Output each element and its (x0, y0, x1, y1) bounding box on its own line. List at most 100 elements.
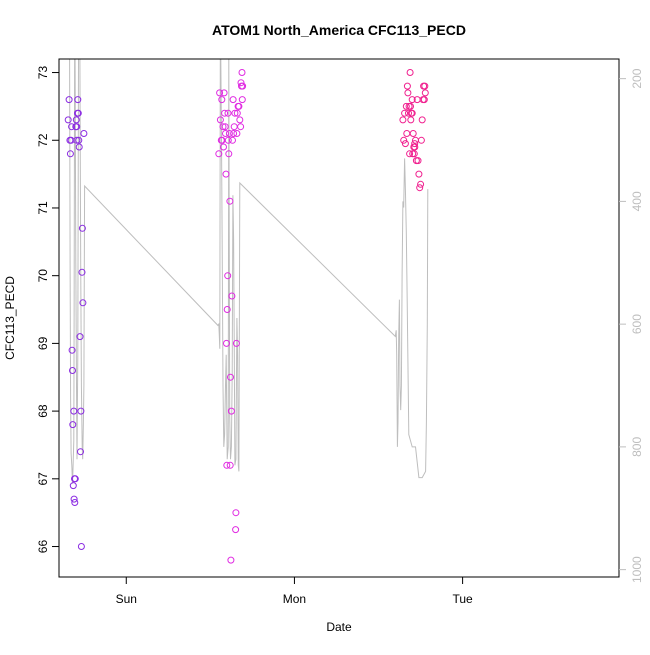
data-point (69, 421, 77, 429)
data-point (237, 79, 245, 87)
data-point (79, 299, 87, 307)
data-point (406, 150, 414, 158)
data-point (411, 143, 419, 151)
data-point (73, 123, 81, 131)
data-point (421, 82, 429, 90)
data-point (70, 407, 78, 415)
data-point (76, 333, 84, 341)
data-point (75, 143, 83, 151)
data-point (407, 116, 415, 124)
data-point (411, 140, 419, 148)
data-point (71, 475, 79, 483)
data-point (229, 136, 236, 144)
data-point (407, 102, 414, 110)
data-point (402, 102, 410, 110)
data-point (239, 82, 247, 90)
data-point (229, 96, 237, 104)
data-point (420, 96, 428, 104)
data-point (231, 109, 239, 117)
x-tick-label: Sun (116, 592, 137, 606)
data-point (223, 339, 230, 347)
data-point (224, 272, 232, 280)
data-point (410, 150, 418, 158)
y2-tick-label: 400 (630, 191, 644, 211)
data-point (74, 96, 82, 104)
data-point (218, 96, 226, 104)
data-point (415, 170, 423, 178)
chart-title: ATOM1 North_America CFC113_PECD (212, 22, 466, 38)
y-tick-label: 67 (36, 472, 50, 486)
data-point (404, 89, 412, 97)
data-point (66, 150, 74, 158)
data-point (68, 123, 76, 131)
data-point (75, 136, 83, 144)
data-point (220, 143, 227, 151)
data-point (409, 130, 417, 137)
y2-tick-label: 200 (630, 68, 644, 88)
data-point (236, 116, 244, 124)
data-point (421, 89, 429, 97)
data-point (238, 69, 246, 76)
data-point (72, 116, 80, 124)
data-point (77, 543, 85, 550)
x-tick-label: Mon (283, 592, 306, 606)
data-point (225, 130, 233, 137)
data-point (227, 373, 234, 381)
data-point (401, 109, 409, 117)
x-axis-label: Date (326, 620, 352, 634)
data-point (65, 96, 73, 104)
data-point (215, 150, 223, 158)
y-tick-label: 69 (36, 336, 50, 350)
y2-tick-label: 1000 (630, 556, 644, 583)
data-point (408, 109, 416, 117)
data-point (232, 339, 240, 347)
data-point (222, 130, 229, 137)
data-point (216, 89, 224, 97)
data-point (70, 495, 78, 503)
data-point (220, 89, 228, 97)
data-point (224, 109, 232, 117)
data-point (233, 130, 241, 137)
data-point (405, 109, 412, 117)
y-tick-label: 72 (36, 133, 50, 147)
x-tick-label: Tue (452, 592, 473, 606)
data-point (401, 140, 409, 148)
data-point (216, 116, 224, 124)
data-point (235, 102, 243, 110)
data-point (73, 136, 81, 144)
data-point (400, 136, 408, 144)
data-point (230, 130, 238, 137)
data-point (69, 367, 76, 374)
data-point (417, 136, 425, 144)
data-point (223, 461, 231, 469)
y-tick-label: 73 (36, 66, 50, 80)
data-point (80, 130, 88, 137)
y-tick-label: 68 (36, 404, 50, 418)
data-point (237, 123, 245, 131)
data-point (226, 461, 234, 469)
data-point (408, 96, 416, 104)
series-line (69, 59, 429, 484)
data-point (232, 526, 240, 534)
data-point (219, 123, 227, 131)
y-tick-label: 71 (36, 201, 50, 215)
data-point (69, 482, 77, 490)
data-point (417, 180, 425, 188)
data-point (64, 116, 72, 124)
data-point (414, 157, 422, 165)
data-point (232, 509, 240, 517)
data-point (233, 109, 241, 117)
data-point (77, 448, 84, 456)
data-point (227, 556, 235, 564)
y2-tick-label: 800 (630, 437, 644, 457)
data-point (416, 184, 424, 192)
data-point (74, 109, 82, 117)
data-point (224, 136, 232, 144)
y-tick-label: 70 (36, 269, 50, 283)
plot-frame (58, 58, 620, 578)
data-point (406, 69, 414, 76)
y-tick-label: 66 (36, 540, 50, 554)
y-axis-label: CFC113_PECD (3, 276, 17, 360)
